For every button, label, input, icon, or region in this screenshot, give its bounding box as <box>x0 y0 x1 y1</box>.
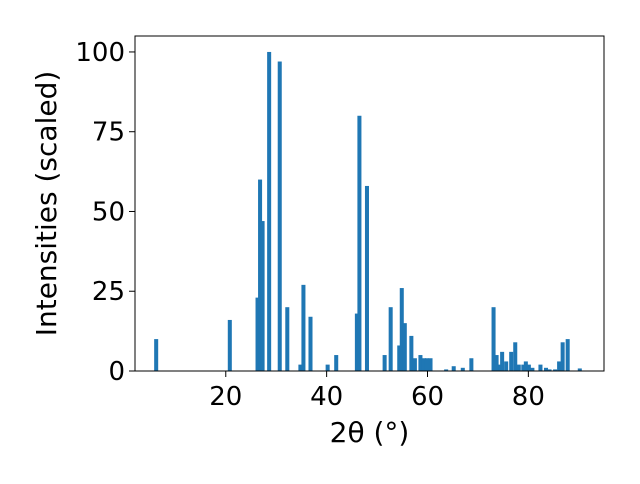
bar <box>523 361 528 371</box>
bar <box>560 342 565 371</box>
bar <box>402 323 407 371</box>
bar <box>301 284 306 371</box>
bar <box>418 355 423 371</box>
bar <box>504 361 509 371</box>
bar <box>557 361 562 371</box>
x-tick-label: 60 <box>411 382 444 412</box>
bar <box>460 367 465 371</box>
bar <box>308 316 313 371</box>
ticks-layer: 20 40 60 80 0 25 50 75 100 <box>75 38 545 412</box>
y-tick-label: 0 <box>108 357 125 387</box>
bar <box>421 358 426 371</box>
bar <box>516 364 521 371</box>
bar <box>382 355 387 371</box>
bar <box>491 307 496 371</box>
bar <box>354 313 359 371</box>
bar <box>424 358 429 371</box>
bar <box>397 345 402 371</box>
bar <box>412 358 417 371</box>
bar <box>364 185 369 371</box>
bar <box>547 369 552 371</box>
y-tick-label: 100 <box>75 38 125 68</box>
bar <box>298 364 303 371</box>
bar <box>357 115 362 371</box>
bar <box>530 367 535 371</box>
x-tick-label: 40 <box>310 382 343 412</box>
bar <box>553 369 558 371</box>
bar <box>565 339 570 371</box>
bar <box>227 319 232 371</box>
bar <box>500 351 505 371</box>
bar <box>409 335 414 371</box>
bar <box>334 355 339 371</box>
bars-layer <box>154 51 582 372</box>
x-tick-label: 80 <box>512 382 545 412</box>
axes-frame <box>134 35 605 372</box>
bar <box>428 358 433 371</box>
bar <box>258 179 263 371</box>
bar <box>325 364 330 371</box>
bar <box>521 364 526 371</box>
bar <box>267 51 272 371</box>
bar <box>513 342 518 371</box>
bar <box>494 355 499 371</box>
x-tick-label: 20 <box>209 382 242 412</box>
bar <box>277 61 282 372</box>
bar <box>444 369 449 371</box>
bar <box>526 364 531 371</box>
bar <box>543 367 549 371</box>
bar <box>399 288 404 371</box>
bar <box>255 297 260 371</box>
bar <box>451 366 456 371</box>
bar <box>469 358 474 371</box>
y-tick-label: 25 <box>92 277 125 307</box>
bar <box>538 364 543 371</box>
bar <box>388 307 393 371</box>
bar <box>154 339 159 371</box>
y-axis-label: Intensities (scaled) <box>30 71 63 337</box>
x-axis-label: 2θ (°) <box>330 416 410 449</box>
bar <box>577 368 582 371</box>
bar <box>509 351 514 371</box>
bar <box>260 221 265 371</box>
y-tick-label: 75 <box>92 118 125 148</box>
y-tick-label: 50 <box>92 197 125 227</box>
bar <box>285 307 290 371</box>
